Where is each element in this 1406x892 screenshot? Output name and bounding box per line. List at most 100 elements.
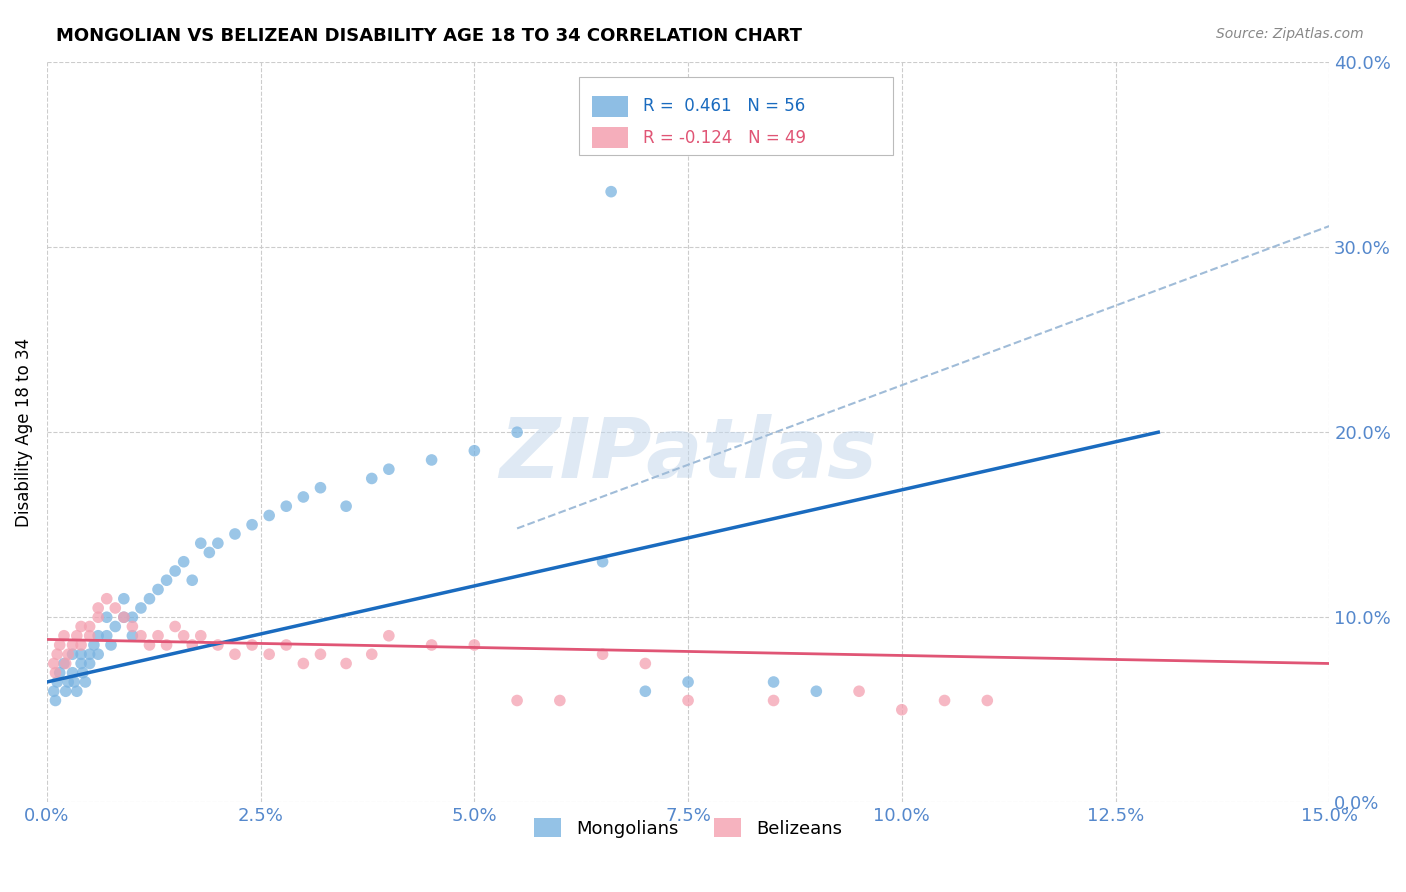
Point [190,629,212,643]
Text: R = -0.124   N = 49: R = -0.124 N = 49 [643,128,806,146]
Point [676,693,699,707]
Point [890,703,912,717]
Point [934,693,956,707]
Point [181,638,204,652]
Point [378,462,401,476]
Point [42,657,65,671]
Point [112,591,135,606]
Text: MONGOLIAN VS BELIZEAN DISABILITY AGE 18 TO 34 CORRELATION CHART: MONGOLIAN VS BELIZEAN DISABILITY AGE 18 … [56,27,803,45]
Point [79,647,101,661]
Point [62,647,84,661]
Point [276,638,298,652]
Point [463,443,485,458]
Point [207,536,229,550]
Point [463,638,485,652]
Point [66,684,89,698]
Point [634,684,657,698]
Point [155,638,177,652]
Point [155,573,177,587]
Point [44,693,66,707]
Point [420,638,443,652]
Point [292,657,315,671]
Point [87,629,110,643]
Text: Source: ZipAtlas.com: Source: ZipAtlas.com [1216,27,1364,41]
Point [634,657,657,671]
Point [165,564,187,578]
Point [181,573,204,587]
Point [63,675,86,690]
Point [104,619,127,633]
Point [198,545,221,559]
Point [87,601,110,615]
Point [506,425,529,440]
Point [53,629,76,643]
Point [276,500,298,514]
Point [240,517,263,532]
Point [44,665,66,680]
Point [42,684,65,698]
Point [224,527,246,541]
Point [506,693,529,707]
Point [75,675,97,690]
FancyBboxPatch shape [592,128,628,148]
Point [378,629,401,643]
Point [58,647,80,661]
Point [96,629,118,643]
Point [592,555,614,569]
Point [257,508,280,523]
Point [72,665,94,680]
Point [112,610,135,624]
Point [762,693,785,707]
Point [335,657,357,671]
Point [548,693,571,707]
Point [360,471,382,485]
Point [66,629,89,643]
Point [165,619,187,633]
Point [48,665,70,680]
Point [173,555,195,569]
Point [129,629,152,643]
Point [100,638,122,652]
Text: ZIPatlas: ZIPatlas [499,414,877,495]
Point [55,657,77,671]
Point [121,610,143,624]
Point [58,675,80,690]
Point [240,638,263,652]
Point [62,638,84,652]
Point [420,453,443,467]
Point [79,619,101,633]
Point [121,629,143,643]
Point [762,675,785,690]
Point [79,657,101,671]
Point [87,647,110,661]
Point [257,647,280,661]
Point [46,675,69,690]
Point [112,610,135,624]
Point [309,647,332,661]
Point [70,647,93,661]
Point [806,684,828,698]
Y-axis label: Disability Age 18 to 34: Disability Age 18 to 34 [15,338,32,527]
Point [146,582,169,597]
Point [87,610,110,624]
Point [146,629,169,643]
Point [62,665,84,680]
Legend: Mongolians, Belizeans: Mongolians, Belizeans [527,811,849,845]
Point [360,647,382,661]
Point [79,629,101,643]
Point [138,591,160,606]
Point [848,684,870,698]
Point [46,647,69,661]
Point [173,629,195,643]
Point [70,657,93,671]
Point [676,675,699,690]
Text: R =  0.461   N = 56: R = 0.461 N = 56 [643,97,806,115]
Point [121,619,143,633]
Point [309,481,332,495]
Point [70,619,93,633]
Point [190,536,212,550]
FancyBboxPatch shape [592,96,628,117]
Point [224,647,246,661]
Point [70,638,93,652]
Point [600,185,623,199]
